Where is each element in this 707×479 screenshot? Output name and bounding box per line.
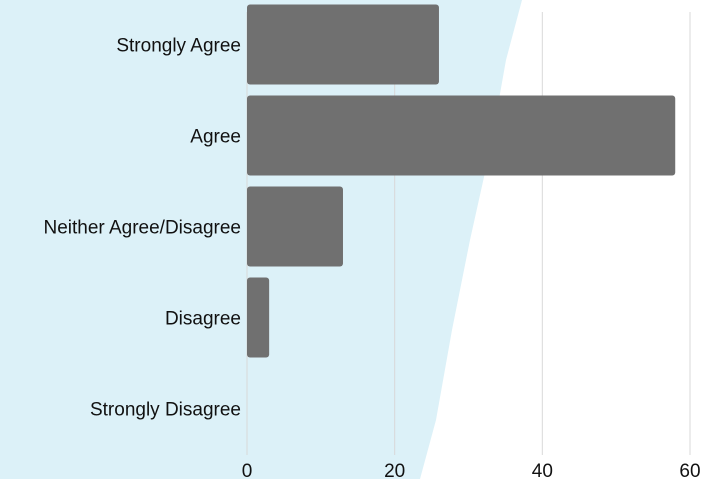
category-label: Disagree (165, 309, 241, 330)
category-label: Neither Agree/Disagree (44, 218, 242, 239)
bar (247, 186, 343, 267)
x-tick-label: 60 (679, 461, 700, 479)
category-label: Agree (190, 127, 241, 148)
bar (247, 277, 270, 358)
bar (247, 4, 439, 85)
category-label: Strongly Agree (116, 36, 241, 57)
category-label: Strongly Disagree (90, 400, 241, 421)
x-axis-tick-labels: 0 20 40 60 (242, 461, 701, 479)
x-tick-label: 40 (532, 461, 553, 479)
x-tick-label: 0 (242, 461, 253, 479)
category-labels: Strongly Agree Agree Neither Agree/Disagre… (44, 36, 242, 421)
x-tick-label: 20 (384, 461, 405, 479)
bars (247, 4, 676, 358)
bar (247, 95, 676, 176)
